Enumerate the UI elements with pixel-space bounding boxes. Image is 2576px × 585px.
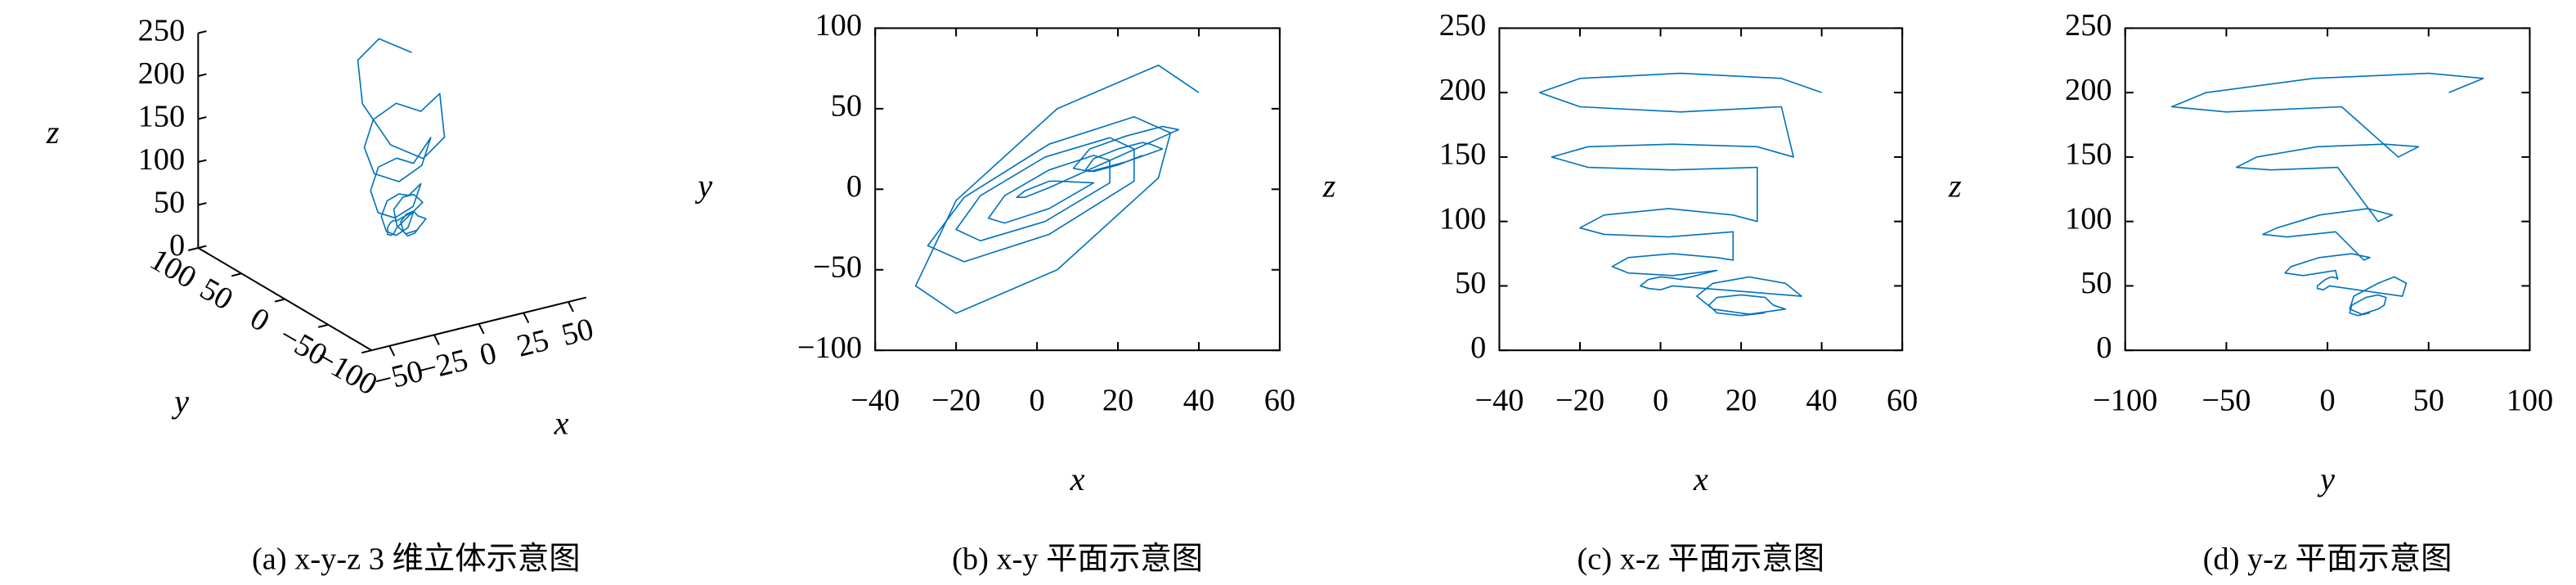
- x-tick: [568, 301, 574, 313]
- x-tick-label: 20: [1726, 384, 1757, 418]
- x-tick: [388, 345, 396, 357]
- y-tick-label: −50: [813, 250, 862, 285]
- x-tick: [523, 312, 530, 323]
- trajectory: [914, 64, 1200, 314]
- z-tick: [198, 73, 207, 77]
- x-tick-label: 20: [1102, 384, 1133, 418]
- x-tick-label: 0: [477, 335, 500, 372]
- x-tick-label: 100: [2506, 384, 2554, 418]
- x-tick-label: 60: [1887, 384, 1918, 418]
- x-tick-label: 40: [1806, 384, 1837, 418]
- y-axis-label: z: [1948, 168, 1962, 205]
- y-tick: [274, 298, 285, 303]
- y-tick-label: 50: [2080, 266, 2112, 300]
- x-tick-label: 0: [1029, 384, 1044, 418]
- x-tick-label: 25: [514, 323, 552, 364]
- y-tick-label: 200: [2065, 73, 2112, 107]
- y-tick: [361, 349, 372, 354]
- y-tick-label: 150: [2065, 137, 2112, 172]
- y-tick-label: 100: [144, 242, 202, 295]
- trajectory: [2170, 72, 2484, 317]
- y-tick-label: 50: [831, 89, 862, 124]
- y-tick-label: 0: [846, 169, 862, 204]
- caption: (b) x-y 平面示意图: [952, 541, 1203, 576]
- z-tick: [198, 30, 207, 34]
- y-tick-label: 0: [245, 301, 276, 339]
- y-tick: [187, 247, 199, 251]
- x-tick-label: −50: [2201, 384, 2251, 418]
- x-tick-label: 40: [1183, 384, 1214, 418]
- x-tick-label: 50: [2413, 384, 2444, 418]
- y-tick-label: 250: [2065, 8, 2112, 43]
- trajectory: [357, 38, 446, 237]
- y-tick-label: 100: [815, 8, 862, 43]
- y-tick-label: 100: [1439, 201, 1487, 236]
- y-tick-label: 50: [194, 272, 238, 317]
- x-tick-label: 60: [1264, 384, 1295, 418]
- z-axis-label: z: [46, 114, 60, 151]
- z-tick-label: 200: [138, 56, 186, 91]
- z-tick-label: 150: [138, 99, 186, 133]
- caption: (a) x-y-z 3 维立体示意图: [252, 541, 581, 576]
- y-axis-label: y: [171, 383, 189, 420]
- z-tick: [198, 202, 207, 206]
- y-tick-label: 100: [2065, 201, 2112, 236]
- caption: (d) y-z 平面示意图: [2203, 541, 2453, 576]
- x-tick-label: −20: [931, 384, 981, 418]
- y-tick-label: 150: [1439, 137, 1487, 172]
- trajectory: [1538, 72, 1822, 317]
- y-tick-label: 0: [1470, 331, 1486, 365]
- z-tick-label: 50: [154, 185, 185, 219]
- y-tick: [317, 323, 329, 328]
- y-axis-label: y: [694, 168, 712, 205]
- z-tick: [198, 245, 207, 249]
- x-axis-label: x: [554, 404, 569, 441]
- x-tick-label: −20: [1555, 384, 1604, 418]
- x-tick-label: −25: [415, 343, 471, 388]
- y-tick-label: 250: [1439, 8, 1487, 43]
- x-axis-label: x: [1070, 461, 1085, 497]
- x-tick: [433, 334, 440, 345]
- z-tick: [198, 159, 207, 163]
- y-tick-label: 50: [1455, 266, 1486, 300]
- y-tick-label: −100: [797, 331, 862, 365]
- z-tick: [198, 116, 207, 120]
- x-axis-label: x: [1693, 461, 1708, 497]
- x-axis-label: y: [2317, 461, 2335, 497]
- axes-frame: [874, 27, 1281, 352]
- z-tick-label: 100: [138, 142, 186, 177]
- y-tick-label: 0: [2096, 331, 2112, 365]
- y-axis-label: z: [1322, 168, 1336, 205]
- axes-frame: [1498, 27, 1904, 352]
- x-tick-label: 0: [2320, 384, 2336, 418]
- x-tick-label: −100: [2093, 384, 2157, 418]
- caption: (c) x-z 平面示意图: [1577, 541, 1825, 576]
- x-tick-label: −40: [850, 384, 900, 418]
- x-tick-label: 0: [1653, 384, 1668, 418]
- y-tick-label: 200: [1439, 73, 1487, 107]
- x-tick: [478, 323, 485, 335]
- x-tick-label: −40: [1474, 384, 1524, 418]
- z-tick-label: 0: [169, 228, 185, 263]
- z-tick-label: 250: [138, 13, 186, 47]
- y-tick: [231, 272, 242, 277]
- x-tick-label: 50: [559, 312, 597, 353]
